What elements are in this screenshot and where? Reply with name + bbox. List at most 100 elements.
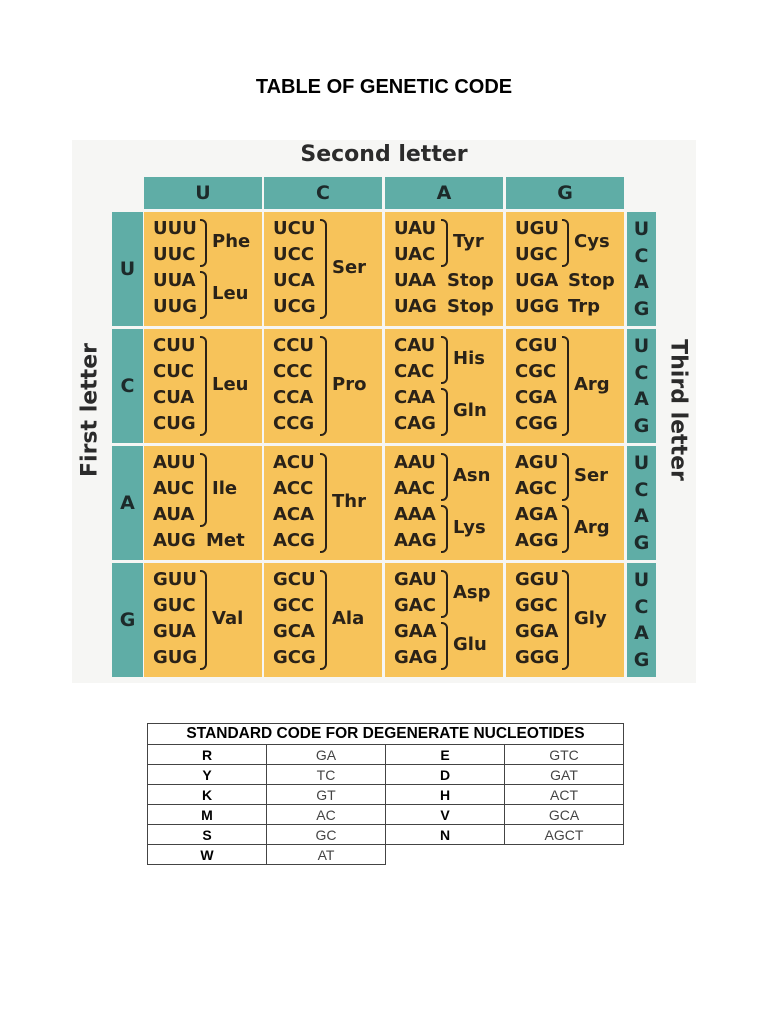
codon: GGA <box>515 621 559 642</box>
codon-cell-gc: GCU GCC GCA GCG Ala <box>264 563 382 677</box>
codon: CCU <box>273 335 315 356</box>
second-letter-a: A <box>385 177 503 209</box>
codon: UAA <box>394 270 436 291</box>
first-letter-u: U <box>112 212 143 326</box>
nucleotide-bases: AGCT <box>504 824 624 845</box>
brace-icon <box>562 336 569 436</box>
third-letter-g: G <box>633 648 650 671</box>
nucleotide-symbol: S <box>147 824 267 845</box>
amino-acid-label: Arg <box>574 374 610 395</box>
third-letter-u: U <box>633 569 650 592</box>
third-letter-a: A <box>634 505 649 528</box>
third-letter-c: C <box>634 595 649 618</box>
codon: GUA <box>153 621 196 642</box>
amino-acid-label: Thr <box>332 491 366 512</box>
codon: CCA <box>273 387 314 408</box>
third-letter-c: C <box>634 361 649 384</box>
codon: UUC <box>153 244 196 265</box>
codon: UAU <box>394 218 437 239</box>
amino-acid-label: Gln <box>453 400 487 421</box>
codon: ACC <box>273 478 314 499</box>
brace-icon <box>562 219 569 267</box>
codon-cell-gg: GGU GGC GGA GGG Gly <box>506 563 624 677</box>
third-letter-g: G <box>633 414 650 437</box>
third-letter-g: G <box>633 297 650 320</box>
codon: UCG <box>273 296 316 317</box>
amino-acid-label: Trp <box>568 296 601 317</box>
codon: UUA <box>153 270 196 291</box>
codon: GGC <box>515 595 558 616</box>
codon: AAC <box>394 478 436 499</box>
nucleotide-symbol: W <box>147 844 267 865</box>
third-letter-g: G <box>633 531 650 554</box>
table-row: S GC N AGCT <box>147 824 624 845</box>
nucleotide-symbol: K <box>147 784 267 805</box>
amino-acid-label: Asn <box>453 465 491 486</box>
codon: AGA <box>515 504 558 525</box>
amino-acid-label: Pro <box>332 374 367 395</box>
codon: CAC <box>394 361 435 382</box>
codon: GCA <box>273 621 315 642</box>
codon: AAA <box>394 504 436 525</box>
second-letter-label: Second letter <box>300 142 468 167</box>
nucleotide-bases: ACT <box>504 784 624 805</box>
nucleotide-bases: GT <box>266 784 386 805</box>
codon: UGU <box>515 218 560 239</box>
third-letter-a: A <box>634 271 649 294</box>
brace-icon <box>562 570 569 670</box>
nucleotide-symbol: R <box>147 744 267 765</box>
codon: UAG <box>394 296 437 317</box>
codon: UUU <box>153 218 197 239</box>
amino-acid-label: Arg <box>574 517 610 538</box>
brace-icon <box>562 453 569 501</box>
second-letter-c: C <box>264 177 382 209</box>
codon: GAC <box>394 595 436 616</box>
codon-cell-cc: CCU CCC CCA CCG Pro <box>264 329 382 443</box>
codon-cell-uc: UCU UCC UCA UCG Ser <box>264 212 382 326</box>
nucleotide-bases: GC <box>266 824 386 845</box>
amino-acid-label: Ala <box>332 608 365 629</box>
codon-cell-au: AUU AUC AUA AUG Ile Met <box>144 446 262 560</box>
codon: AGG <box>515 530 559 551</box>
amino-acid-label: Stop <box>568 270 615 291</box>
codon: AUC <box>153 478 195 499</box>
codon: UAC <box>394 244 436 265</box>
brace-icon <box>320 570 327 670</box>
first-letter-c: C <box>112 329 143 443</box>
third-letter-c: C <box>634 244 649 267</box>
amino-acid-label: Ile <box>212 478 238 499</box>
codon: CCG <box>273 413 315 434</box>
nucleotide-symbol: M <box>147 804 267 825</box>
brace-icon <box>200 453 207 527</box>
nucleotide-bases: GCA <box>504 804 624 825</box>
table-row: R GA E GTC <box>147 744 624 765</box>
codon: AUG <box>153 530 196 551</box>
codon: CGC <box>515 361 557 382</box>
amino-acid-label: Asp <box>453 582 491 603</box>
codon: ACA <box>273 504 315 525</box>
brace-icon <box>441 336 448 384</box>
codon-cell-cu: CUU CUC CUA CUG Leu <box>144 329 262 443</box>
codon: GCU <box>273 569 316 590</box>
third-letter-u: U <box>633 218 650 241</box>
codon: AGC <box>515 478 557 499</box>
codon: AUU <box>153 452 196 473</box>
codon: CGG <box>515 413 558 434</box>
amino-acid-label: Ser <box>332 257 367 278</box>
amino-acid-label: Gly <box>574 608 607 629</box>
nucleotide-bases: GA <box>266 744 386 765</box>
brace-icon <box>200 271 207 319</box>
third-letter-a: A <box>634 388 649 411</box>
brace-icon <box>562 505 569 553</box>
nucleotide-bases <box>505 845 624 865</box>
codon: CAG <box>394 413 436 434</box>
codon-cell-ac: ACU ACC ACA ACG Thr <box>264 446 382 560</box>
amino-acid-label: Leu <box>212 374 249 395</box>
codon-cell-cg: CGU CGC CGA CGG Arg <box>506 329 624 443</box>
codon: AGU <box>515 452 559 473</box>
brace-icon <box>200 336 207 436</box>
codon-cell-aa: AAU AAC AAA AAG Asn Lys <box>385 446 503 560</box>
codon-cell-gu: GUU GUC GUA GUG Val <box>144 563 262 677</box>
